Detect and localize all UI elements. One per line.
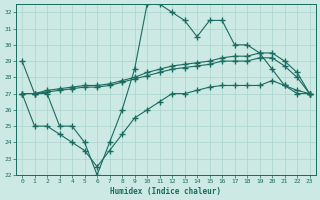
X-axis label: Humidex (Indice chaleur): Humidex (Indice chaleur) bbox=[110, 187, 221, 196]
